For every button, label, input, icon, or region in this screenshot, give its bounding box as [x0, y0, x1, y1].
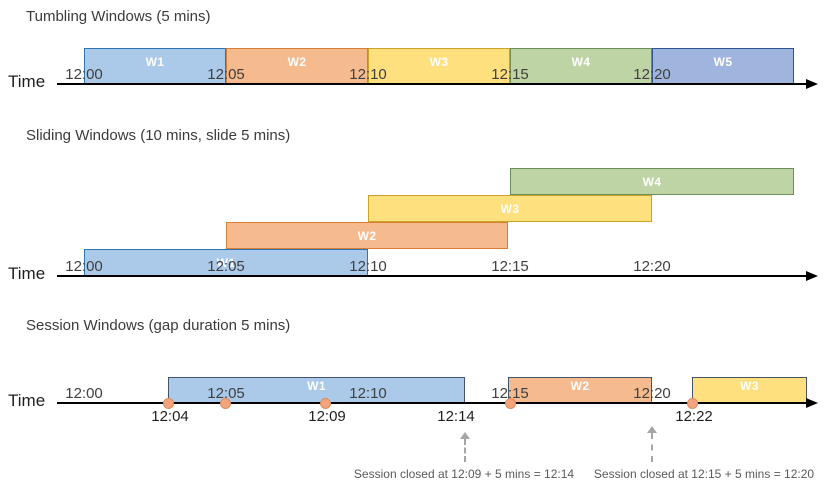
- tumbling-window-label: W5: [713, 54, 733, 69]
- sliding-tick-label: 12:10: [349, 258, 387, 275]
- session-time-axis-label: Time: [8, 391, 46, 410]
- tumbling-window-w4: W4: [510, 48, 652, 84]
- session-closed-annotation: Session closed at 12:15 + 5 mins = 12:20: [593, 467, 815, 481]
- tumbling-window-label: W1: [145, 54, 165, 69]
- session-tick-label: 12:15: [491, 385, 529, 402]
- tumbling-axis-arrowhead-icon: [806, 79, 818, 89]
- dashed-arrow-line: [464, 439, 466, 462]
- session-window-w3: W3: [692, 377, 807, 403]
- session-event-time-label: 12:09: [308, 408, 346, 425]
- sliding-axis-line: [57, 275, 806, 277]
- session-event-time-label: 12:22: [675, 408, 713, 425]
- session-window-label: W3: [740, 378, 759, 393]
- session-closed-annotation: Session closed at 12:09 + 5 mins = 12:14: [353, 467, 575, 481]
- sliding-tick-label: 12:00: [65, 258, 103, 275]
- tumbling-window-w5: W5: [652, 48, 794, 84]
- session-axis-line: [57, 402, 806, 404]
- session-event-time-label: 12:04: [151, 408, 189, 425]
- sliding-window-w3: W3: [368, 195, 652, 222]
- tumbling-tick-label: 12:10: [349, 66, 387, 83]
- sliding-section-title: Sliding Windows (10 mins, slide 5 mins): [26, 127, 291, 144]
- session-event-dot: [504, 397, 516, 409]
- dashed-arrow-up-icon: [647, 426, 657, 433]
- sliding-tick-label: 12:20: [633, 258, 671, 275]
- sliding-tick-label: 12:05: [207, 258, 245, 275]
- sliding-window-label: W4: [642, 174, 662, 189]
- session-event-dot: [219, 397, 231, 409]
- session-event-dot: [319, 397, 331, 409]
- session-event-dot: [162, 397, 174, 409]
- session-section-title: Session Windows (gap duration 5 mins): [26, 317, 291, 334]
- session-tick-label: 12:05: [207, 385, 245, 402]
- tumbling-window-label: W3: [429, 54, 449, 69]
- sliding-window-label: W1: [216, 255, 236, 270]
- tumbling-axis-line: [57, 83, 806, 85]
- tumbling-window-w1: W1: [84, 48, 226, 84]
- session-axis-arrowhead-icon: [806, 398, 818, 408]
- sliding-window-label: W3: [500, 201, 520, 216]
- sliding-tick-label: 12:15: [491, 258, 529, 275]
- sliding-axis-arrowhead-icon: [806, 271, 818, 281]
- tumbling-tick-label: 12:15: [491, 66, 529, 83]
- tumbling-time-axis-label: Time: [8, 72, 46, 91]
- sliding-window-w4: W4: [510, 168, 794, 195]
- tumbling-tick-label: 12:00: [65, 66, 103, 83]
- session-window-label: W2: [570, 378, 590, 393]
- session-tick-label: 12:10: [349, 385, 387, 402]
- session-tick-label: 12:20: [633, 385, 671, 402]
- tumbling-section-title: Tumbling Windows (5 mins): [26, 8, 211, 25]
- tumbling-window-label: W2: [287, 54, 307, 69]
- sliding-window-label: W2: [357, 228, 377, 243]
- tumbling-tick-label: 12:05: [207, 66, 245, 83]
- session-event-dot: [686, 397, 698, 409]
- sliding-window-w1: W1: [84, 249, 368, 276]
- session-event-time-label: 12:14: [437, 408, 475, 425]
- dashed-arrow-up-icon: [460, 432, 470, 439]
- sliding-time-axis-label: Time: [8, 264, 46, 283]
- dashed-arrow-line: [651, 433, 653, 462]
- tumbling-tick-label: 12:20: [633, 66, 671, 83]
- session-window-label: W1: [307, 378, 326, 393]
- tumbling-window-label: W4: [571, 54, 591, 69]
- tumbling-window-w2: W2: [226, 48, 368, 84]
- tumbling-window-w3: W3: [368, 48, 510, 84]
- sliding-window-w2: W2: [226, 222, 508, 249]
- session-window-w2: W2: [508, 377, 652, 403]
- session-tick-label: 12:00: [65, 385, 103, 402]
